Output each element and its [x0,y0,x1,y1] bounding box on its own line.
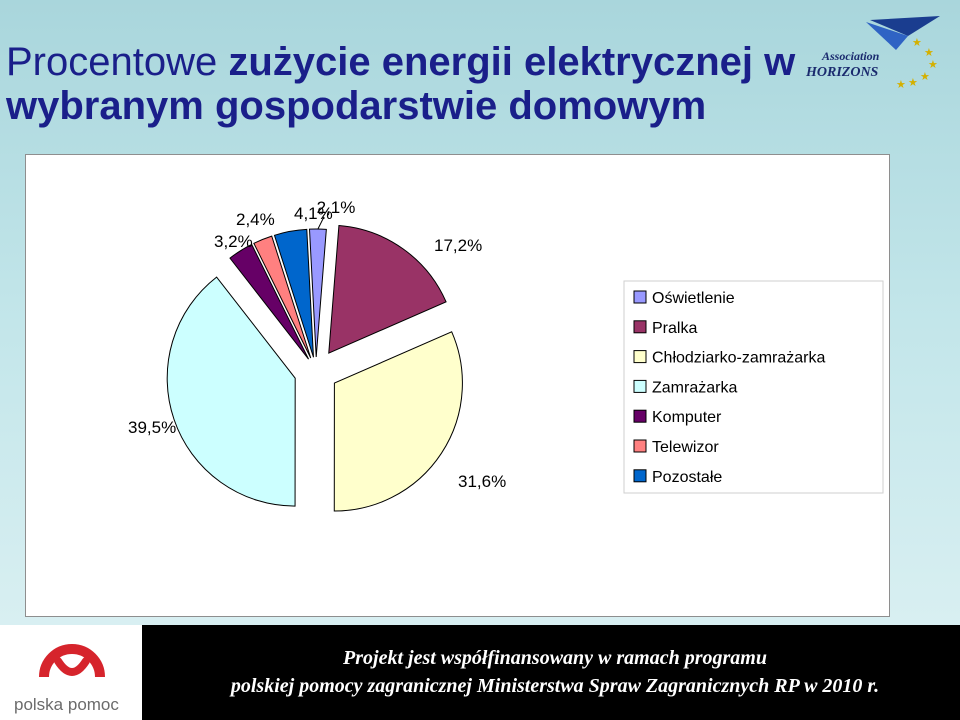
svg-text:Association: Association [821,49,880,63]
legend: Oświetlenie Pralka Chłodziarko-zamrażarka Z… [623,280,884,494]
footer: polska pomoc Projekt jest współfinansowa… [0,625,960,720]
polska-pomoc-logo: polska pomoc [0,625,142,720]
title-normal: Procentowe [6,40,229,84]
slice-label-7: 4,1% [294,204,333,223]
leader-line [317,216,325,230]
footer-line-2: polskiej pomocy zagranicznej Ministerstw… [230,675,880,697]
page-title: Procentowe zużycie energii elektrycznej … [6,40,960,128]
legend-label-5: Komputer [652,409,722,426]
svg-text:HORIZONS: HORIZONS [805,65,879,80]
pie-chart: 2,1% 17,2% 31,6% 39,5% 3,2% 2,4% 4,1% Oświetle… [128,198,884,512]
legend-label-3: Chłodziarko-zamrażarka [652,350,825,367]
legend-swatch-3 [633,350,647,364]
svg-text:★: ★ [920,71,930,83]
legend-swatch-7 [633,469,647,483]
legend-swatch-1 [633,290,647,304]
polska-pomoc-text: polska pomoc [14,695,119,714]
pie-slice-3 [333,331,463,512]
svg-text:★: ★ [924,47,934,59]
slice-label-1: 2,1% [317,198,356,217]
association-horizons-logo: Association HORIZONS ★ ★ ★ ★ ★ ★ [800,10,950,91]
legend-label-6: Telewizor [652,439,719,456]
slice-label-6: 2,4% [236,210,275,229]
chart-area: 2,1% 17,2% 31,6% 39,5% 3,2% 2,4% 4,1% Oświetle… [25,154,890,617]
pie-slice-7 [273,228,314,358]
legend-label-4: Zamrażarka [652,379,737,396]
legend-label-1: Oświetlenie [652,290,735,307]
legend-swatch-2 [633,320,647,334]
slice-label-3: 31,6% [458,472,506,491]
legend-label-2: Pralka [652,320,697,337]
pie-slice-6 [253,235,312,359]
footer-line-1: Projekt jest współfinansowany w ramach p… [343,647,767,669]
title-bold: zużycie energii elektrycznej w wybranym … [6,40,796,128]
legend-label-7: Pozostałe [652,469,722,486]
svg-text:★: ★ [896,79,906,90]
pie-slice-2 [328,224,447,354]
legend-swatch-4 [633,379,647,393]
pie-slice-4 [166,276,296,507]
legend-swatch-6 [633,439,647,453]
legend-swatch-5 [633,409,647,423]
pie-slice-5 [229,243,310,360]
slice-label-2: 17,2% [434,236,482,255]
svg-text:★: ★ [912,37,922,49]
slice-label-5: 3,2% [214,232,253,251]
slice-label-4: 39,5% [128,418,176,437]
svg-text:★: ★ [928,59,938,71]
svg-text:★: ★ [908,77,918,89]
